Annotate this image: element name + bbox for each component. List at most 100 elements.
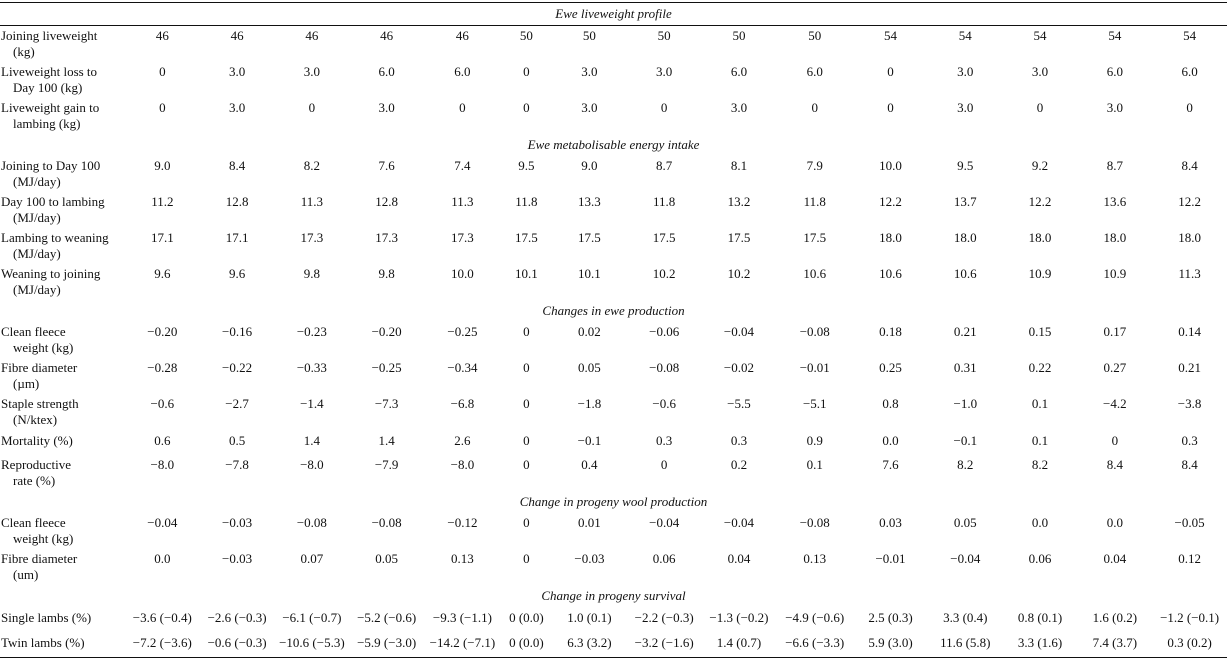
table-cell: −0.04 xyxy=(723,515,754,530)
table-cell: −0.01 xyxy=(875,551,906,566)
table-cell: −0.6 xyxy=(150,396,175,411)
table-cell: 0.2 xyxy=(730,457,748,472)
table-row: Staple strength (N/ktex) −0.6 −2.7 −1.4 −7.3 −… xyxy=(0,394,1227,430)
table-cell: 54 xyxy=(884,28,898,43)
table-cell: 3.0 xyxy=(581,64,598,79)
table-cell: 0 xyxy=(660,457,668,472)
table-cell: 50 xyxy=(808,28,822,43)
table-cell: −0.12 xyxy=(447,515,478,530)
table-cell: −0.02 xyxy=(723,360,754,375)
table-cell: 0.31 xyxy=(953,360,977,375)
table-cell: 17.3 xyxy=(375,230,398,245)
table-cell: 2.5 (0.3) xyxy=(868,610,913,625)
row-label: Joining to Day 100 (MJ/day) xyxy=(0,156,125,192)
table-cell: 3.0 xyxy=(1031,64,1049,79)
table-cell: 18.0 xyxy=(1103,230,1127,245)
table-cell: 10.9 xyxy=(1028,266,1052,281)
table-cell: 18.0 xyxy=(879,230,902,245)
row-label-unit: Day 100 (kg) xyxy=(13,79,83,95)
row-label-unit: weight (kg) xyxy=(13,530,74,546)
row-label-line: Fibre diameter xyxy=(1,551,78,566)
table-cell: 0 xyxy=(523,433,530,448)
table-cell: 10.0 xyxy=(879,158,902,173)
table-cell: −4.2 xyxy=(1103,396,1127,411)
table-cell: −0.06 xyxy=(649,324,680,339)
table-cell: −0.6 xyxy=(652,396,676,411)
table-cell: 12.2 xyxy=(879,194,902,209)
table-cell: 0 xyxy=(523,100,530,115)
row-label-unit: (MJ/day) xyxy=(13,209,61,225)
row-label: Joining liveweight (kg) xyxy=(0,26,125,63)
table-cell: −3.2 (−1.6) xyxy=(626,632,702,658)
table-cell: 0 xyxy=(1111,433,1119,448)
table-cell: −0.20 xyxy=(371,324,402,339)
table-cell: 8.4 xyxy=(1181,158,1198,173)
table-cell: 11.3 xyxy=(451,194,474,209)
row-label-unit: (MJ/day) xyxy=(13,173,61,189)
table-cell: 0.3 xyxy=(1181,433,1198,448)
table-cell: 17.5 xyxy=(578,230,601,245)
table-cell: 12.8 xyxy=(225,194,249,209)
table-cell: 6.0 xyxy=(806,64,823,79)
table-cell: 7.6 xyxy=(378,158,395,173)
table-cell: 1.4 xyxy=(303,433,320,448)
section-header-row: Ewe metabolisable energy intake xyxy=(0,134,1227,156)
table-cell: 3.0 xyxy=(957,100,974,115)
table-row: Fibre diameter (um) 0.0 −0.03 0.07 0.05 0.13 0 −… xyxy=(0,549,1227,585)
table-cell: 9.5 xyxy=(957,158,974,173)
table-cell: −0.34 xyxy=(447,360,478,375)
table-cell: 0.04 xyxy=(727,551,751,566)
table-cell: 13.6 xyxy=(1103,194,1127,209)
table-cell: 10.0 xyxy=(451,266,474,281)
table-cell: 8.2 xyxy=(303,158,320,173)
table-cell: 50 xyxy=(519,28,533,43)
table-row: Weaning to joining (MJ/day) 9.6 9.6 9.8 9.8 10… xyxy=(0,264,1227,300)
table-cell: 0 xyxy=(660,100,668,115)
table-cell: 8.2 xyxy=(957,457,974,472)
section-header-row: Changes in ewe production xyxy=(0,300,1227,322)
table-cell: 9.6 xyxy=(154,266,171,281)
table-row: Fibre diameter (µm) −0.28 −0.22 −0.33 −0.25 −0… xyxy=(0,358,1227,394)
table-cell: −8.0 xyxy=(150,457,175,472)
table-cell: −6.1 (−0.7) xyxy=(282,610,342,625)
table-cell: 50 xyxy=(582,28,596,43)
table-cell: −0.04 xyxy=(723,324,754,339)
table-cell: 10.1 xyxy=(578,266,601,281)
table-cell: 9.8 xyxy=(303,266,320,281)
table-cell: 13.2 xyxy=(727,194,751,209)
row-label-line: Fibre diameter xyxy=(1,360,78,375)
table-cell: 8.4 xyxy=(1181,457,1198,472)
table-cell: 0.01 xyxy=(578,515,601,530)
table-cell: −10.6 (−5.3) xyxy=(274,632,350,658)
table-cell: 3.3 (1.6) xyxy=(1002,632,1078,658)
table-cell: −0.16 xyxy=(222,324,253,339)
table-cell: −6.6 (−3.3) xyxy=(776,632,854,658)
section-title: Change in progeny wool production xyxy=(519,494,708,509)
table-cell: −1.2 (−0.1) xyxy=(1160,610,1220,625)
table-cell: 0.03 xyxy=(879,515,902,530)
table-cell: 0 xyxy=(523,515,530,530)
row-label: Fibre diameter (µm) xyxy=(0,358,125,394)
row-label-line: Clean fleece xyxy=(1,324,66,339)
table-cell: 11.8 xyxy=(515,194,538,209)
table-cell: 8.4 xyxy=(1106,457,1123,472)
table-cell: 0 xyxy=(1036,100,1044,115)
row-label-line: Mortality (%) xyxy=(1,433,73,448)
table-cell: 11.2 xyxy=(151,194,174,209)
table-cell: 1.4 xyxy=(378,433,395,448)
row-label: Clean fleece weight (kg) xyxy=(0,513,125,549)
table-cell: 17.3 xyxy=(300,230,324,245)
table-cell: 0.5 xyxy=(228,433,246,448)
table-cell: −7.8 xyxy=(225,457,249,472)
table-cell: 0.0 xyxy=(1106,515,1123,530)
table-cell: −0.01 xyxy=(799,360,830,375)
table-cell: 0.13 xyxy=(803,551,827,566)
table-cell: 0 xyxy=(159,100,166,115)
table-cell: 0 xyxy=(523,64,530,79)
row-label-line: Liveweight gain to xyxy=(1,100,100,115)
row-label: Fibre diameter (um) xyxy=(0,549,125,585)
row-label-line: Lambing to weaning xyxy=(1,230,109,245)
table-cell: 54 xyxy=(1183,28,1197,43)
table-cell: 3.0 xyxy=(228,100,246,115)
row-label-line: Weaning to joining xyxy=(1,266,101,281)
